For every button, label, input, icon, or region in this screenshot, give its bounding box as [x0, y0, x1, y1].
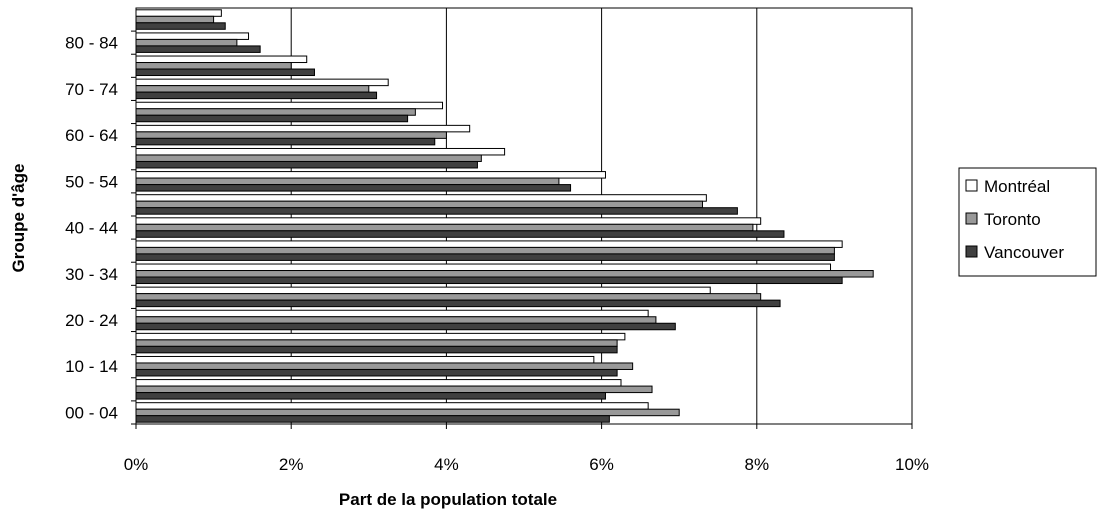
bar-vancouver	[135, 45, 261, 53]
bar-montreal	[135, 78, 389, 87]
bar-vancouver	[135, 322, 676, 331]
x-tick-label: 0%	[124, 455, 149, 474]
x-axis-title: Part de la population totale	[339, 490, 557, 509]
legend-label: Vancouver	[984, 243, 1064, 262]
legend-label: Montréal	[984, 177, 1050, 196]
bar-vancouver	[135, 276, 843, 285]
bar-toronto	[135, 293, 762, 301]
bar-vancouver	[135, 368, 618, 377]
bar-montreal	[135, 286, 711, 295]
bar-toronto	[135, 270, 874, 278]
bar-vancouver	[135, 207, 738, 215]
y-tick-label: 60 - 64	[65, 126, 118, 145]
y-tick-label: 30 - 34	[65, 265, 118, 284]
bar-toronto	[135, 15, 215, 24]
x-tick-label: 2%	[279, 455, 304, 474]
legend-frame	[958, 167, 1097, 277]
bar-montreal	[135, 9, 222, 17]
x-tick-label: 4%	[434, 455, 459, 474]
bar-vancouver	[135, 184, 572, 192]
bar-vancouver	[135, 299, 781, 308]
bar-montreal	[135, 217, 762, 225]
bar-toronto	[135, 408, 680, 417]
bar-toronto	[135, 131, 447, 139]
y-tick-label: 00 - 04	[65, 403, 118, 422]
bar-montreal	[135, 194, 707, 202]
x-tick-label: 8%	[745, 455, 770, 474]
bar-vancouver	[135, 137, 436, 146]
bar-montreal	[135, 32, 250, 40]
bar-vancouver	[135, 91, 378, 100]
bar-toronto	[135, 339, 618, 347]
x-tick-label: 6%	[589, 455, 614, 474]
bar-vancouver	[135, 415, 610, 423]
legend-swatch	[965, 245, 978, 258]
bar-toronto	[135, 108, 416, 116]
y-axis-title: Groupe d'âge	[9, 164, 28, 273]
legend-swatch	[965, 179, 978, 192]
bar-vancouver	[135, 345, 618, 354]
bar-montreal	[135, 355, 595, 364]
bar-montreal	[135, 379, 622, 387]
y-tick-label: 70 - 74	[65, 80, 118, 99]
bar-vancouver	[135, 114, 409, 123]
bar-toronto	[135, 154, 482, 162]
legend-label: Toronto	[984, 210, 1041, 229]
bar-toronto	[135, 316, 657, 324]
bar-montreal	[135, 55, 308, 64]
axes	[135, 7, 913, 425]
bar-montreal	[135, 101, 444, 110]
bar-vancouver	[135, 160, 478, 169]
bar-toronto	[135, 177, 560, 186]
x-tick-labels: 0% 2% 4% 6% 8% 10%	[124, 455, 929, 474]
bar-montreal	[135, 147, 506, 156]
y-tick-label: 80 - 84	[65, 34, 118, 53]
bar-toronto	[135, 385, 653, 394]
bar-montreal	[135, 309, 649, 318]
bars	[135, 9, 874, 423]
bar-montreal	[135, 263, 832, 272]
legend-swatch	[965, 212, 978, 225]
y-tick-label: 50 - 54	[65, 172, 118, 191]
bar-vancouver	[135, 392, 606, 400]
gridlines	[131, 8, 913, 429]
bar-montreal	[135, 171, 606, 179]
x-tick-label: 10%	[895, 455, 929, 474]
bar-montreal	[135, 402, 649, 410]
y-tick-label: 40 - 44	[65, 219, 118, 238]
bar-toronto	[135, 62, 292, 70]
bar-montreal	[135, 332, 626, 341]
bar-toronto	[135, 362, 634, 370]
bar-montreal	[135, 124, 471, 133]
bar-vancouver	[135, 68, 315, 77]
bar-montreal	[135, 240, 843, 248]
y-tick-label: 20 - 24	[65, 311, 118, 330]
bar-toronto	[135, 38, 238, 47]
legend: Montréal Toronto Vancouver	[958, 167, 1097, 277]
y-tick-labels: 00 - 04 10 - 14 20 - 24 30 - 34 40 - 44 50 - …	[65, 34, 118, 423]
bar-vancouver	[135, 22, 226, 30]
bar-toronto	[135, 223, 754, 232]
bar-toronto	[135, 200, 703, 209]
y-tick-label: 10 - 14	[65, 357, 118, 376]
plot-area-frame	[135, 7, 913, 425]
bar-toronto	[135, 85, 370, 93]
bar-vancouver	[135, 230, 785, 238]
bar-toronto	[135, 246, 835, 255]
bar-vancouver	[135, 253, 835, 261]
